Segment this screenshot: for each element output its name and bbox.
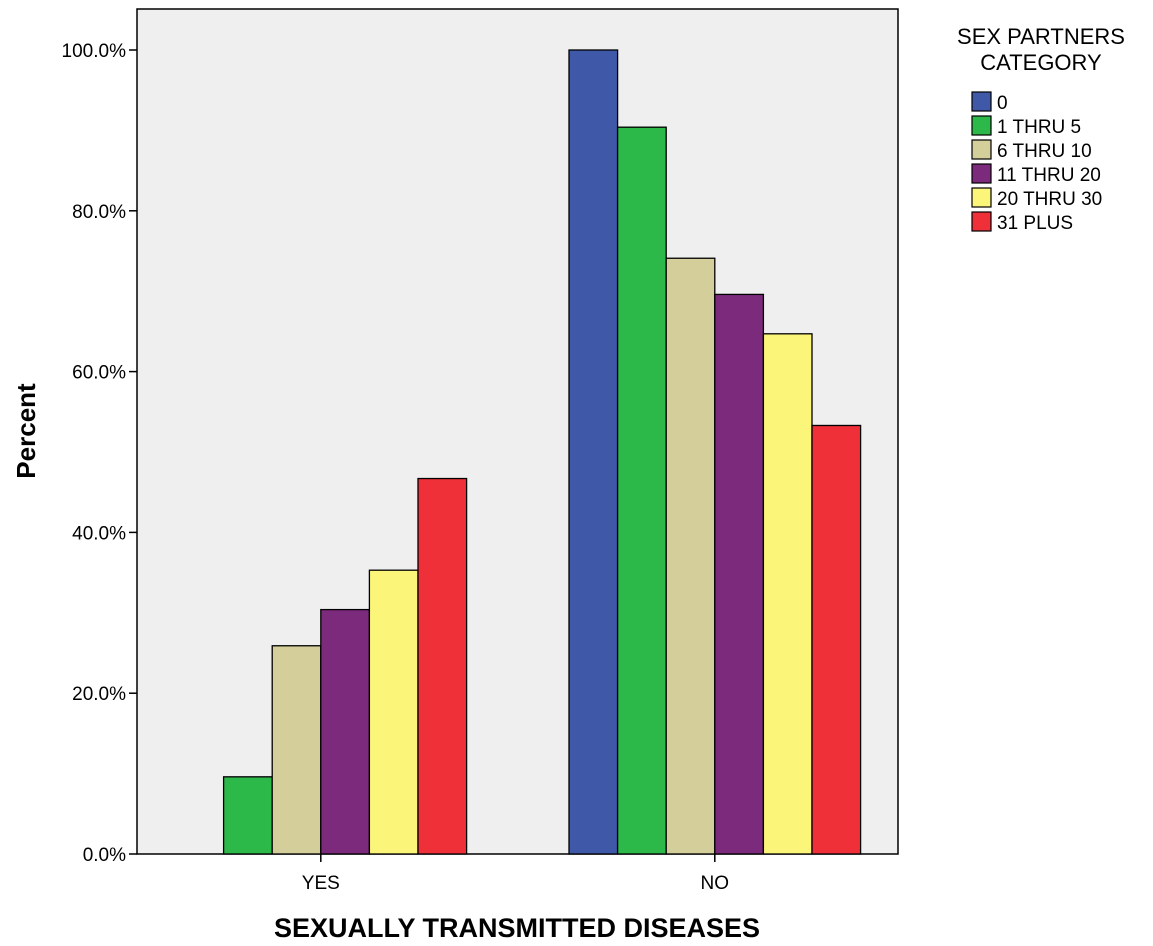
legend-title-line-1: SEX PARTNERS xyxy=(957,24,1125,49)
y-tick-label: 20.0% xyxy=(72,684,126,705)
bars-group xyxy=(222,49,862,855)
bar-yes-20-thru-30 xyxy=(368,569,419,855)
legend-title-line-2: CATEGORY xyxy=(980,50,1102,75)
legend-swatch xyxy=(971,187,992,208)
bar-no-0 xyxy=(568,49,619,855)
legend-swatch xyxy=(971,139,992,160)
bar-yes-1-thru-5 xyxy=(222,776,273,855)
x-tick-label: YES xyxy=(302,873,340,894)
x-axis-title: SEXUALLY TRANSMITTED DISEASES xyxy=(274,913,760,943)
bar-no-11-thru-20 xyxy=(714,293,765,855)
legend: SEX PARTNERS CATEGORY 0 1 THRU 5 6 THRU 10… xyxy=(957,24,1125,234)
legend-swatch xyxy=(971,115,992,136)
y-tick-label: 80.0% xyxy=(72,202,126,223)
y-tick-label: 60.0% xyxy=(72,363,126,384)
legend-label: 6 THRU 10 xyxy=(997,141,1092,162)
legend-swatch xyxy=(971,163,992,184)
y-tick-label: 40.0% xyxy=(72,523,126,544)
legend-items: 0 1 THRU 5 6 THRU 10 11 THRU 20 20 THRU 30 31… xyxy=(971,91,1102,234)
bar-no-31-plus xyxy=(811,424,862,855)
y-axis: 0.0% 20.0% 40.0% 60.0% 80.0% 100.0% xyxy=(62,41,137,866)
bar-no-1-thru-5 xyxy=(616,126,667,855)
legend-label: 11 THRU 20 xyxy=(997,165,1101,186)
legend-label: 31 PLUS xyxy=(997,213,1073,234)
legend-label: 20 THRU 30 xyxy=(997,189,1102,210)
legend-label: 1 THRU 5 xyxy=(997,117,1081,138)
legend-swatch xyxy=(971,211,992,232)
y-tick-label: 100.0% xyxy=(62,41,127,62)
y-axis-title: Percent xyxy=(11,383,41,479)
x-tick-label: NO xyxy=(701,873,730,894)
y-tick-label: 0.0% xyxy=(83,845,126,866)
bar-yes-31-plus xyxy=(417,477,468,855)
bar-no-20-thru-30 xyxy=(762,333,813,855)
legend-swatch xyxy=(971,91,992,112)
bar-yes-6-thru-10 xyxy=(271,645,322,855)
legend-label: 0 xyxy=(997,93,1008,114)
bar-yes-11-thru-20 xyxy=(320,608,371,855)
x-axis: YES NO xyxy=(302,854,729,894)
bar-no-6-thru-10 xyxy=(665,257,716,855)
